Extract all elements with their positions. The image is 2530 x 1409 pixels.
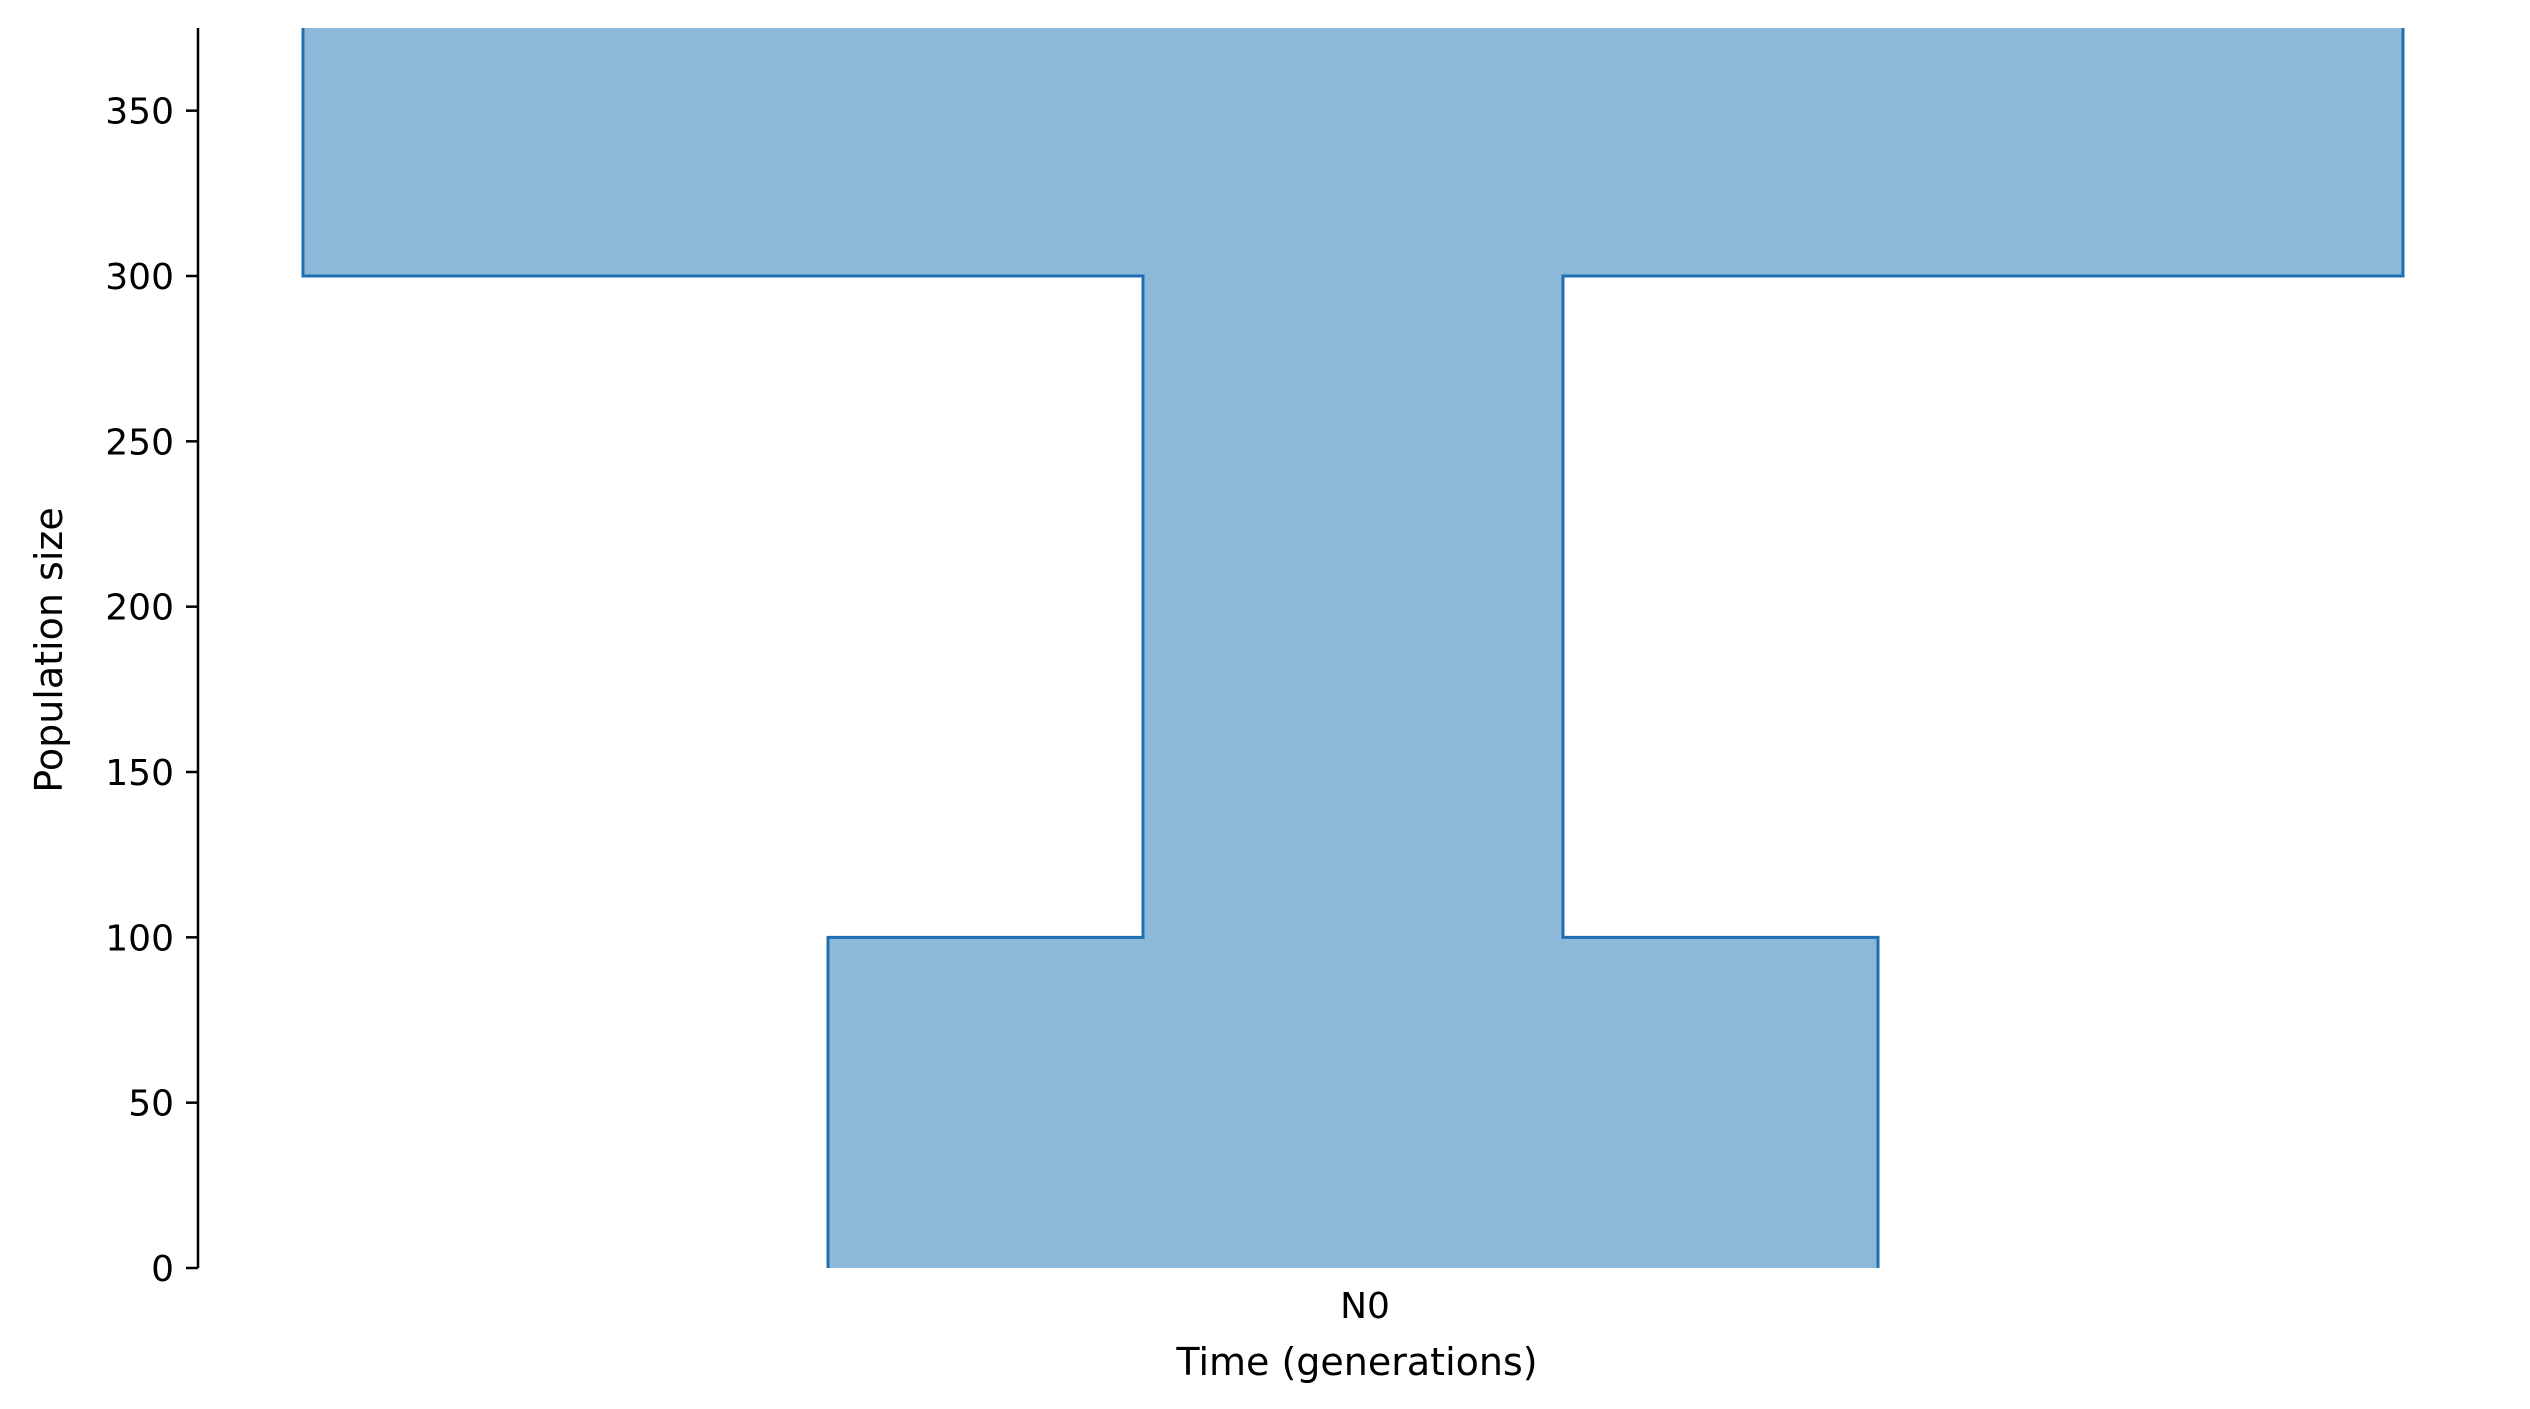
y-tick-label: 250 [105,422,174,463]
y-tick-label: 150 [105,753,174,794]
y-tick-label: 100 [105,918,174,959]
y-axis-label: Population size [27,507,71,792]
y-tick-label: 300 [105,257,174,298]
population-outline [301,28,2405,1268]
y-ticks: 0 50 100 150 200 250 300 350 [105,92,198,1290]
population-fill [303,28,2403,1268]
y-tick-label: 200 [105,588,174,629]
x-tick-label: N0 [1340,1286,1390,1327]
population-shape [301,28,2405,1268]
x-ticks: N0 [1340,1286,1390,1327]
y-tick-label: 50 [128,1084,174,1125]
x-axis-label: Time (generations) [1175,1340,1537,1384]
y-tick-label: 0 [151,1249,174,1290]
y-tick-label: 350 [105,92,174,133]
